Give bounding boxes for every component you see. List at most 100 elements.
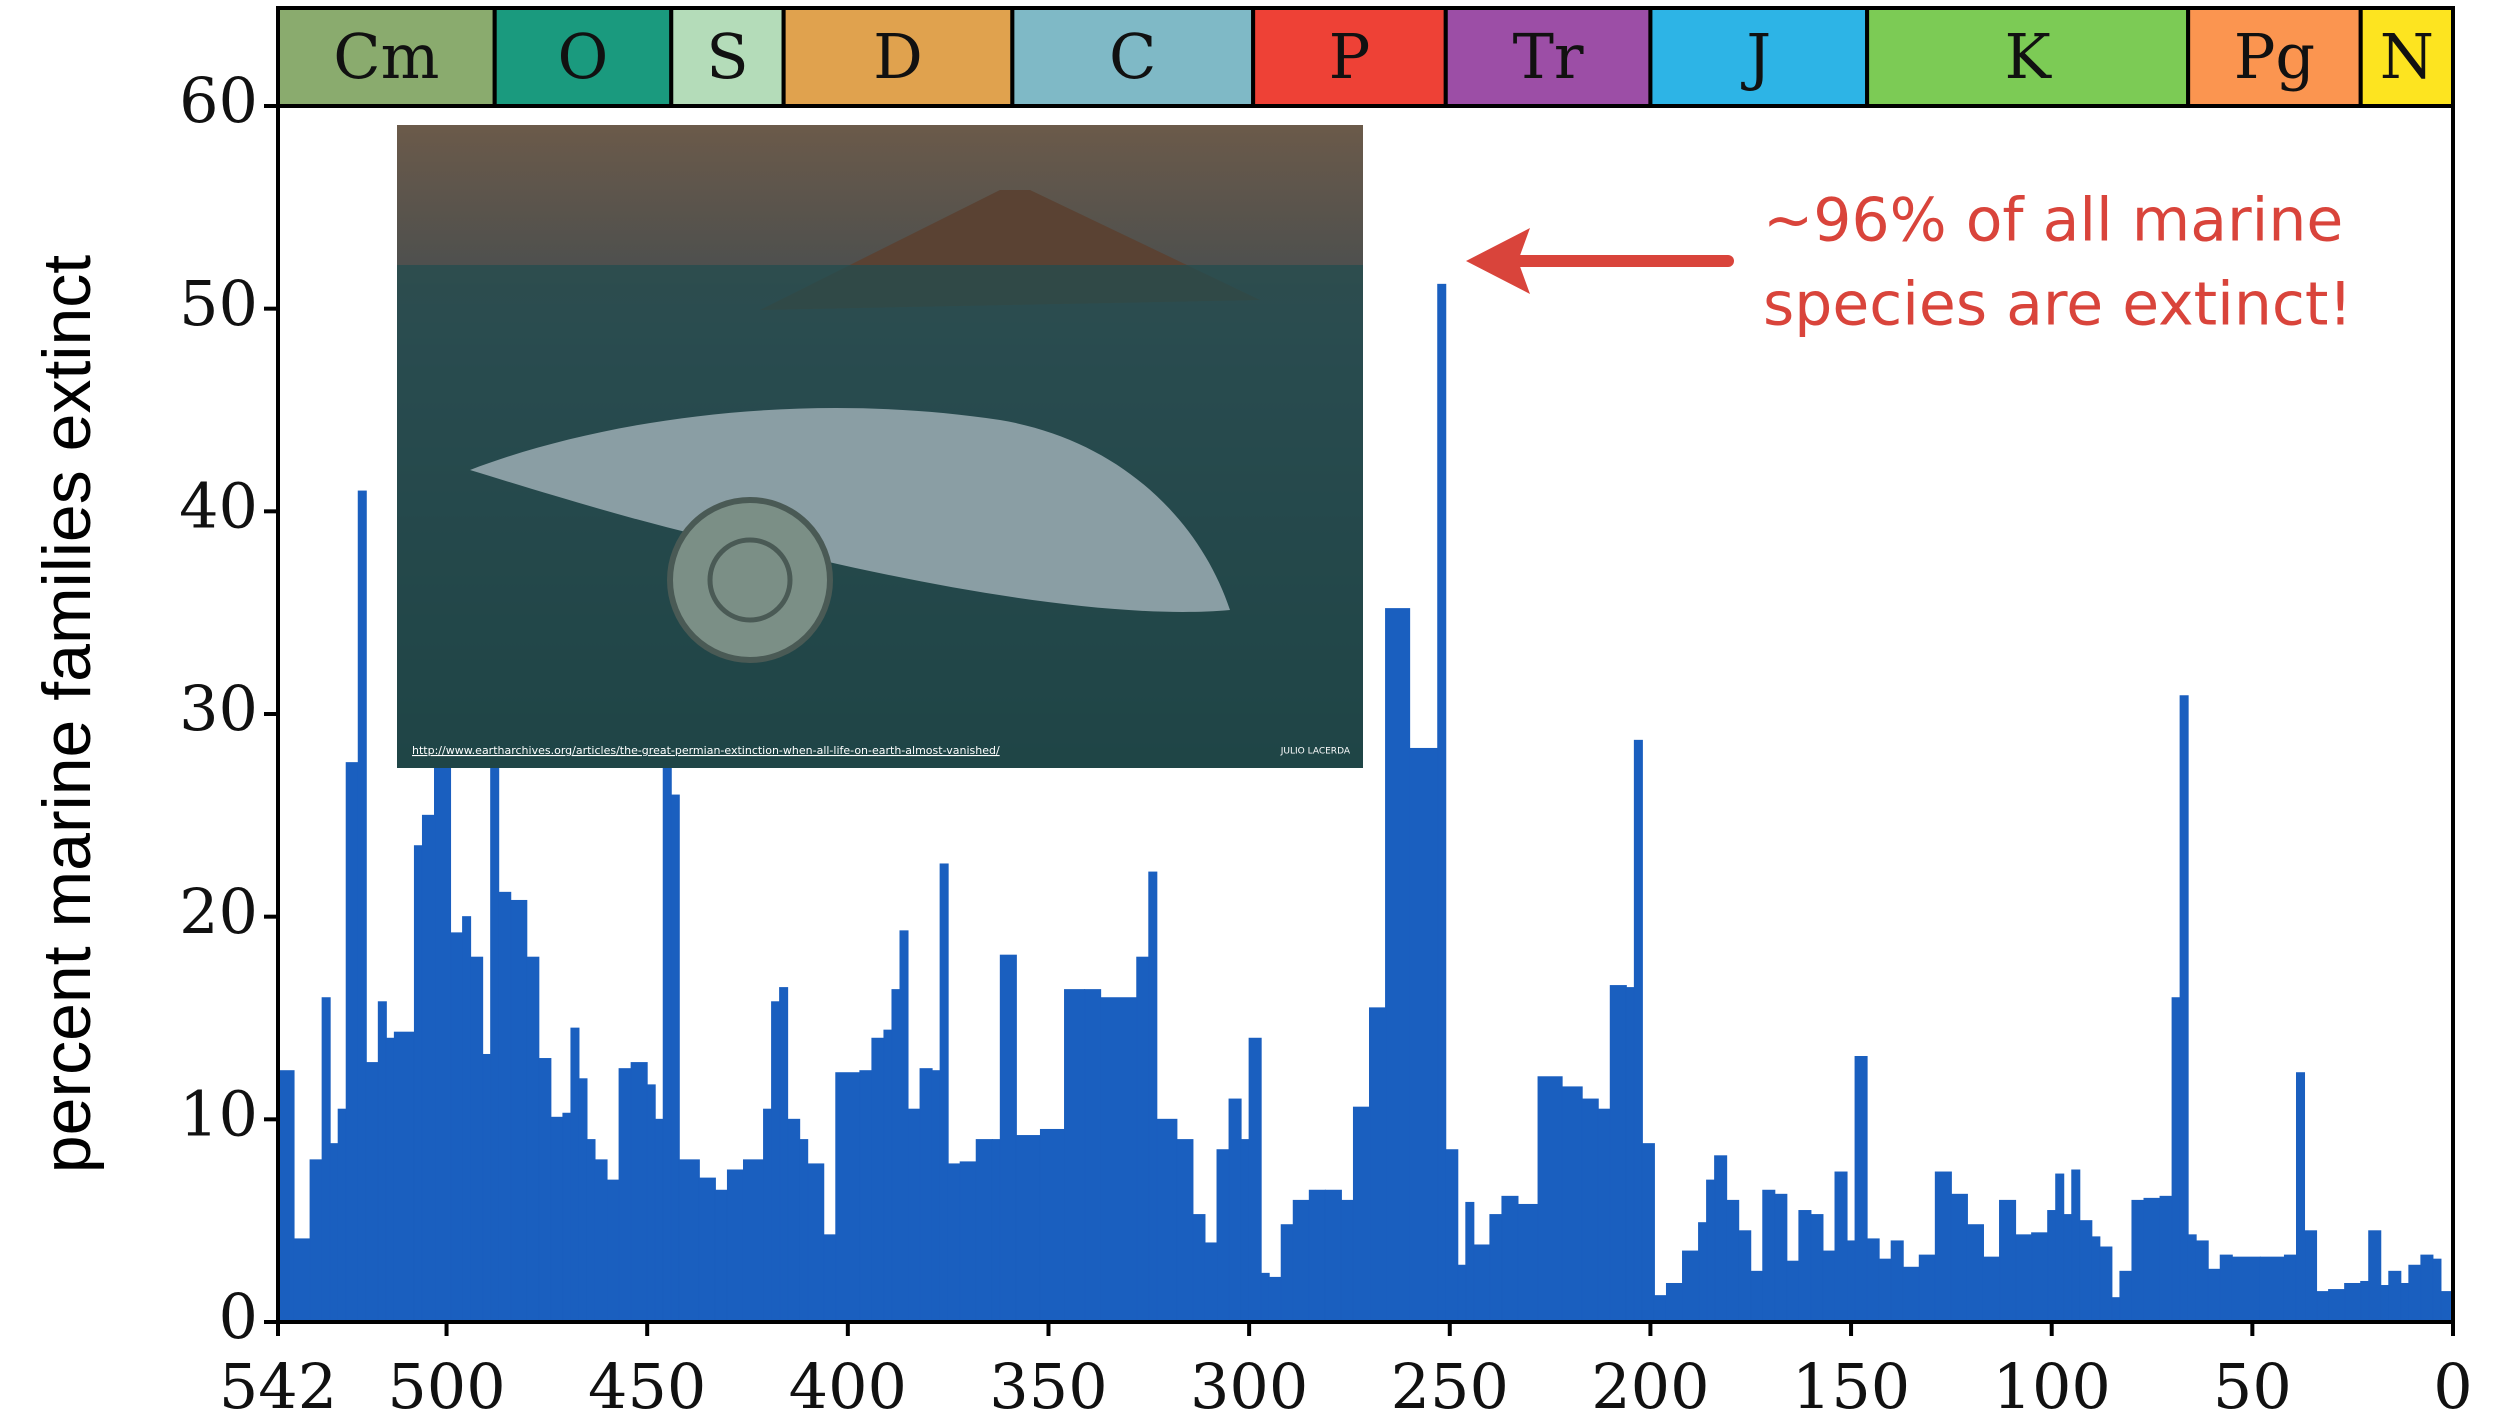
bar [594, 1159, 608, 1323]
bar [726, 1169, 744, 1323]
bar [1762, 1189, 1776, 1323]
bar [1385, 608, 1411, 1323]
bar [1798, 1210, 1812, 1323]
bar [1352, 1106, 1371, 1323]
y-tick-label: 30 [179, 672, 258, 745]
bar [1653, 1295, 1667, 1323]
bar [871, 1037, 885, 1323]
y-tick-label: 0 [219, 1280, 258, 1353]
bar [2259, 1256, 2285, 1323]
bar [1465, 1201, 1475, 1323]
bar [1609, 985, 1627, 1323]
bar [1039, 1128, 1066, 1323]
photo: http://www.eartharchives.org/articles/th… [397, 125, 1363, 768]
bar [714, 1189, 728, 1323]
bar [835, 1072, 861, 1323]
bar [498, 891, 512, 1323]
x-tick-label: 100 [1993, 1350, 2111, 1423]
x-tick-label: 400 [789, 1350, 907, 1423]
period-label: S [706, 20, 748, 93]
bar [2304, 1230, 2318, 1323]
bar [1774, 1193, 1788, 1323]
bar [1561, 1086, 1583, 1323]
bar [1216, 1149, 1230, 1323]
bar [2099, 1246, 2113, 1323]
bar [1934, 1171, 1952, 1323]
bar [538, 1058, 552, 1323]
bar [907, 1108, 921, 1323]
bar [1810, 1214, 1824, 1323]
bar [2231, 1256, 2261, 1323]
bar [1902, 1266, 1920, 1323]
bar [1597, 1108, 1611, 1323]
bar [899, 930, 909, 1323]
bar [1633, 739, 1643, 1323]
bar [2360, 1280, 2370, 1323]
bar [1204, 1242, 1218, 1323]
bar [2143, 1197, 2161, 1323]
bar [2091, 1236, 2101, 1323]
bar [2187, 1234, 2197, 1323]
bar [345, 762, 359, 1323]
y-axis-label: percent marine families extinct [29, 255, 105, 1173]
ammonite-inner [707, 537, 793, 623]
photo-credit-url: http://www.eartharchives.org/articles/th… [412, 744, 1000, 757]
x-tick-label: 200 [1591, 1350, 1709, 1423]
bar [1834, 1171, 1848, 1323]
bar [1369, 1007, 1387, 1323]
period-label: D [873, 20, 923, 93]
bar [823, 1234, 837, 1323]
shark [470, 408, 1230, 612]
bar [1866, 1238, 1880, 1323]
x-tick-label: 150 [1792, 1350, 1910, 1423]
bar [1581, 1098, 1599, 1323]
period-label: Pg [2234, 20, 2315, 93]
bar [1409, 747, 1439, 1323]
bar [1324, 1189, 1342, 1323]
bar [742, 1159, 765, 1323]
bar [2328, 1289, 2346, 1323]
bar [662, 713, 672, 1323]
bar [562, 1112, 572, 1323]
bar [939, 863, 949, 1323]
bar [2420, 1254, 2434, 1323]
bar [2015, 1234, 2033, 1323]
bar [321, 997, 331, 1323]
bar [2400, 1282, 2410, 1323]
bar [434, 713, 452, 1323]
bar [1641, 1143, 1655, 1323]
period-band [2186, 6, 2363, 108]
bar [1854, 1056, 1868, 1323]
x-tick-label: 450 [588, 1350, 706, 1423]
x-tick-label: 300 [1190, 1350, 1308, 1423]
bar [421, 814, 436, 1323]
bar [919, 1068, 933, 1323]
bar [975, 1139, 993, 1323]
bar [277, 1070, 295, 1323]
bar [1176, 1139, 1194, 1323]
bar [309, 1159, 323, 1323]
bar [482, 1053, 492, 1323]
annotation-arrowhead [1466, 228, 1530, 294]
x-tick-label: 500 [387, 1350, 505, 1423]
bar [570, 1027, 580, 1323]
bar [2031, 1232, 2049, 1323]
bar [2111, 1297, 2121, 1323]
bar [365, 1062, 379, 1323]
bar [1878, 1258, 1892, 1323]
bar [450, 932, 464, 1323]
bar [2408, 1264, 2422, 1323]
bar [1437, 283, 1447, 1323]
period-label: K [2004, 20, 2052, 93]
bar [1966, 1224, 1984, 1323]
bar [606, 1179, 620, 1323]
bar [654, 1118, 664, 1323]
x-tick-label: 350 [989, 1350, 1107, 1423]
bar [2219, 1254, 2233, 1323]
bar [1100, 997, 1138, 1323]
bar [2171, 997, 2181, 1323]
bar [1846, 1240, 1856, 1323]
bar [1148, 871, 1158, 1323]
bar [2055, 1173, 2065, 1323]
bar [462, 916, 472, 1323]
